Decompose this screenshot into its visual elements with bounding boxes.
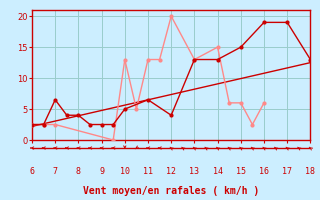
Text: 17: 17 [282, 167, 292, 176]
Text: 6: 6 [29, 167, 35, 176]
Text: 8: 8 [76, 167, 81, 176]
Text: 14: 14 [212, 167, 223, 176]
Text: 13: 13 [189, 167, 199, 176]
Text: 7: 7 [53, 167, 58, 176]
Text: 18: 18 [305, 167, 316, 176]
Text: 12: 12 [166, 167, 176, 176]
Text: 15: 15 [236, 167, 246, 176]
Text: 9: 9 [99, 167, 104, 176]
Text: Vent moyen/en rafales ( km/h ): Vent moyen/en rafales ( km/h ) [83, 186, 259, 196]
Text: 16: 16 [259, 167, 269, 176]
Text: 10: 10 [120, 167, 130, 176]
Text: 11: 11 [143, 167, 153, 176]
